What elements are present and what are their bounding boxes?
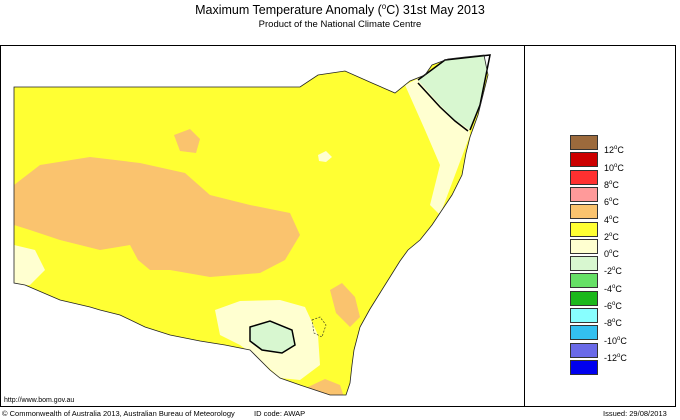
legend-swatch — [570, 204, 598, 220]
legend-label: 4oC — [604, 214, 619, 225]
legend-swatch — [570, 290, 598, 306]
contour-minus2-ne — [417, 54, 491, 131]
legend-swatch — [570, 256, 598, 272]
legend-swatch — [570, 325, 598, 341]
legend-label: 2oC — [604, 231, 619, 242]
legend-swatch — [570, 238, 598, 254]
legend-divider — [524, 45, 525, 407]
legend-swatch — [570, 308, 598, 323]
legend-swatch — [570, 273, 598, 289]
legend-label: 10oC — [604, 162, 624, 173]
legend-swatch — [570, 359, 598, 375]
legend-label: 8oC — [604, 179, 619, 190]
map-title: Maximum Temperature Anomaly (oC) 31st Ma… — [195, 2, 485, 18]
legend-label: 12oC — [604, 145, 624, 156]
legend-label: 6oC — [604, 197, 619, 208]
legend-label: -8oC — [604, 318, 622, 329]
map-subtitle: Product of the National Climate Centre — [258, 19, 422, 30]
legend-label: -6oC — [604, 301, 622, 311]
legend-swatch — [570, 135, 598, 150]
legend-label: -2oC — [604, 266, 622, 277]
nsw-state-outline — [13, 54, 489, 396]
legend-swatch — [570, 221, 598, 237]
legend-swatch — [570, 186, 598, 202]
copyright-text: © Commonwealth of Australia 2013, Austra… — [2, 409, 235, 418]
legend-label: -10oC — [604, 335, 627, 346]
legend-swatch — [570, 169, 598, 185]
map-frame — [0, 45, 676, 407]
contour-minus2-south — [249, 320, 296, 354]
legend-swatch — [570, 152, 598, 168]
legend-label: -12oC — [604, 352, 627, 363]
legend-swatch — [570, 342, 598, 358]
id-code: ID code: AWAP — [254, 409, 306, 418]
issued-date: Issued: 29/08/2013 — [603, 409, 667, 418]
source-url[interactable]: http://www.bom.gov.au — [4, 397, 75, 404]
legend-label: -4oC — [604, 283, 622, 294]
legend-label: 0oC — [604, 249, 619, 260]
contour-minus2-ne-inner — [417, 82, 469, 132]
nsw-anomaly-map — [13, 54, 491, 396]
anomaly-fill — [14, 55, 488, 395]
act-outline — [311, 316, 327, 338]
